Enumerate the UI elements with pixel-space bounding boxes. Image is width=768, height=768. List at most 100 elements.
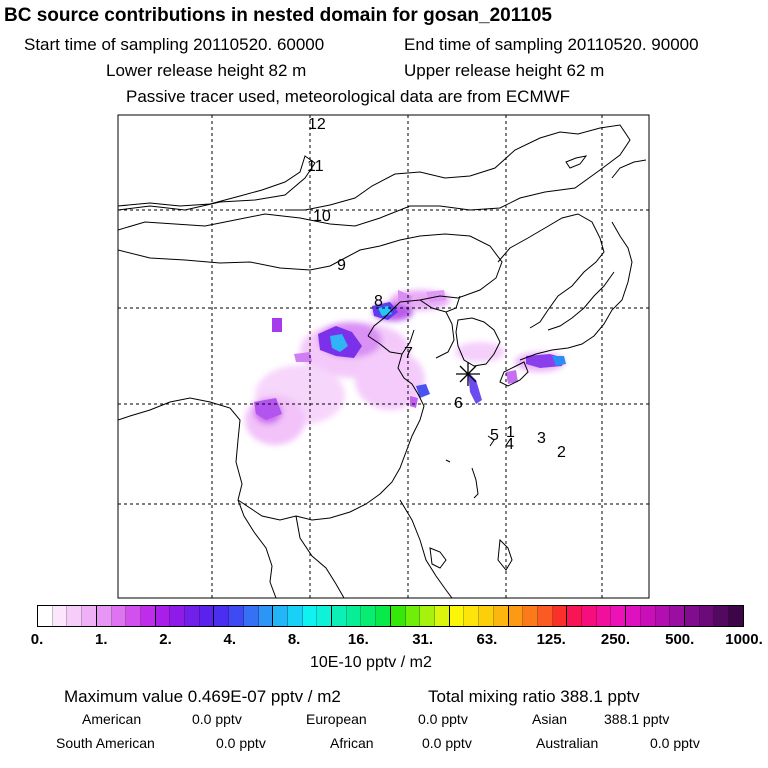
region-label-american: American <box>82 711 142 727</box>
colorbar-swatch <box>405 606 421 626</box>
colorbar-tick: 31. <box>412 631 434 648</box>
region-label-australian: Australian <box>536 735 599 751</box>
colorbar-swatch <box>361 606 377 626</box>
colorbar-swatch <box>611 606 627 626</box>
trajectory-label: 4 <box>505 436 514 453</box>
colorbar-swatch <box>670 606 685 626</box>
colorbar-swatch <box>302 606 318 626</box>
region-label-south-american: South American <box>56 735 155 751</box>
colorbar-units: 10E-10 pptv / m2 <box>310 654 432 671</box>
colorbar-tick: 1000. <box>725 631 763 648</box>
map-title: BC source contributions in nested domain… <box>4 5 552 26</box>
colorbar-swatch <box>140 606 156 626</box>
trajectory-label: 8 <box>374 293 383 310</box>
trajectory-labels: 12 11 10 9 8 7 6 5 1 4 3 2 <box>307 116 566 461</box>
colorbar-swatch <box>332 606 347 626</box>
colorbar-swatch <box>699 606 715 626</box>
colorbar-swatch <box>229 606 244 626</box>
colorbar-swatch <box>346 606 362 626</box>
graticule <box>118 115 649 598</box>
colorbar-swatch <box>640 606 656 626</box>
colorbar-swatch <box>52 606 68 626</box>
colorbar-swatch <box>582 606 597 626</box>
region-label-european: European <box>306 711 367 727</box>
colorbar-tick: 4. <box>223 631 237 648</box>
upper-release-height-label: Upper release height 62 m <box>404 61 605 80</box>
colorbar-swatch <box>38 606 53 626</box>
star-receptor-icon <box>456 362 480 386</box>
colorbar-swatch <box>155 606 171 626</box>
colorbar-swatch <box>185 606 200 626</box>
region-label-african: African <box>330 735 374 751</box>
colorbar-swatch <box>390 606 406 626</box>
end-time-label: End time of sampling 20110520. 90000 <box>404 35 699 54</box>
region-value-european: 0.0 pptv <box>418 711 468 727</box>
colorbar-tick: 2. <box>159 631 172 648</box>
colorbar <box>37 605 744 627</box>
trajectory-label: 12 <box>308 116 326 133</box>
colorbar-swatch <box>714 606 730 626</box>
colorbar-swatch <box>96 606 112 626</box>
colorbar-swatch <box>449 606 465 626</box>
total-mixing-ratio-label: Total mixing ratio 388.1 pptv <box>428 687 640 706</box>
colorbar-swatch <box>464 606 480 626</box>
colorbar-swatch <box>376 606 391 626</box>
colorbar-swatch <box>626 606 641 626</box>
region-value-african: 0.0 pptv <box>422 735 472 751</box>
start-time-label: Start time of sampling 20110520. 60000 <box>24 35 325 54</box>
colorbar-tick: 125. <box>536 631 566 648</box>
trajectory-label: 2 <box>557 444 566 461</box>
trajectory-label: 3 <box>537 430 546 447</box>
colorbar-swatch <box>258 606 274 626</box>
trajectory-label: 11 <box>307 158 324 175</box>
concentration-field <box>245 290 566 445</box>
colorbar-swatch <box>243 606 259 626</box>
colorbar-swatch <box>273 606 288 626</box>
trajectory-label: 1 <box>506 424 515 441</box>
colorbar-swatch <box>523 606 538 626</box>
colorbar-swatch <box>420 606 435 626</box>
colorbar-swatch <box>552 606 568 626</box>
tracer-note: Passive tracer used, meteorological data… <box>126 87 571 106</box>
colorbar-swatch <box>596 606 612 626</box>
trajectory-label: 9 <box>337 257 346 274</box>
trajectory-label: 6 <box>454 395 463 412</box>
trajectory-label: 7 <box>404 345 413 362</box>
region-label-asian: Asian <box>532 711 568 727</box>
colorbar-swatch <box>287 606 303 626</box>
colorbar-tick: 500. <box>665 631 695 648</box>
colorbar-swatch <box>317 606 333 626</box>
colorbar-swatch <box>199 606 215 626</box>
colorbar-swatch <box>434 606 450 626</box>
colorbar-swatch <box>67 606 83 626</box>
colorbar-tick: 250. <box>600 631 631 648</box>
region-value-american: 0.0 pptv <box>192 711 242 727</box>
trajectory-label: 5 <box>490 427 499 444</box>
colorbar-swatch <box>479 606 494 626</box>
colorbar-tick: 0. <box>30 631 44 648</box>
region-value-australian: 0.0 pptv <box>650 735 700 751</box>
maximum-value-label: Maximum value 0.469E-07 pptv / m2 <box>64 687 341 706</box>
colorbar-swatch <box>214 606 230 626</box>
colorbar-swatch <box>655 606 671 626</box>
colorbar-swatch <box>126 606 141 626</box>
colorbar-swatch <box>170 606 186 626</box>
colorbar-swatch <box>111 606 127 626</box>
colorbar-swatch <box>493 606 509 626</box>
colorbar-swatch <box>508 606 524 626</box>
colorbar-swatch <box>684 606 700 626</box>
colorbar-tick: 1. <box>95 631 108 648</box>
region-value-asian: 388.1 pptv <box>604 711 670 727</box>
lower-release-height-label: Lower release height 82 m <box>106 61 307 80</box>
coastlines <box>118 124 647 598</box>
colorbar-swatch <box>567 606 583 626</box>
colorbar-tick: 8. <box>287 631 301 648</box>
colorbar-swatch <box>729 606 743 626</box>
colorbar-swatch <box>82 606 97 626</box>
trajectory-label: 10 <box>313 208 331 225</box>
region-value-south-american: 0.0 pptv <box>216 735 266 751</box>
colorbar-tick: 16. <box>347 631 369 648</box>
colorbar-tick: 63. <box>476 631 498 648</box>
colorbar-swatch <box>537 606 553 626</box>
